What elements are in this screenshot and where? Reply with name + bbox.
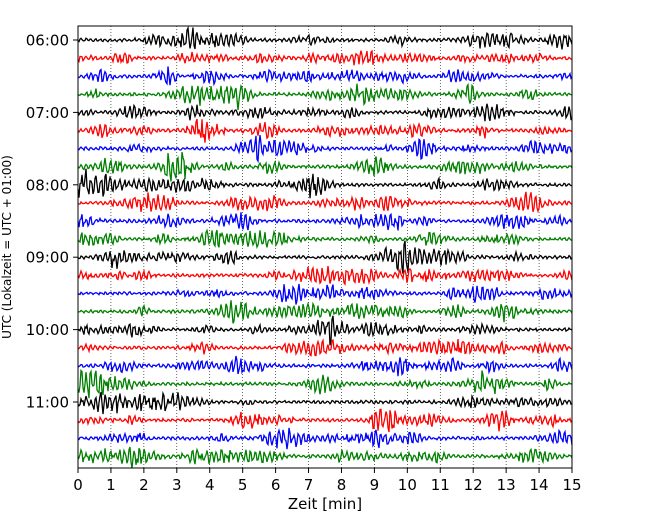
seismic-trace bbox=[77, 82, 573, 111]
seismic-trace bbox=[77, 25, 573, 50]
seismic-trace bbox=[77, 151, 573, 182]
seismic-trace bbox=[77, 283, 573, 305]
x-tick-label: 12 bbox=[464, 476, 483, 494]
vertical-grid bbox=[110, 26, 540, 468]
x-tick-label: 4 bbox=[205, 476, 215, 494]
seismic-trace bbox=[77, 355, 573, 377]
plot-frame bbox=[77, 25, 573, 469]
x-tick-label: 8 bbox=[337, 476, 347, 494]
seismic-trace bbox=[77, 135, 573, 164]
y-tick-label: 10:00 bbox=[26, 321, 69, 339]
y-axis-ticks: 06:00 07:00 08:00 09:00 10:00 11:00 bbox=[26, 32, 78, 412]
seismic-trace bbox=[77, 338, 573, 357]
x-tick-label: 3 bbox=[172, 476, 182, 494]
y-tick-label: 11:00 bbox=[26, 394, 69, 412]
seismic-trace bbox=[77, 408, 573, 433]
seismic-traces bbox=[77, 25, 573, 469]
x-tick-label: 2 bbox=[139, 476, 149, 494]
x-tick-label: 1 bbox=[106, 476, 116, 494]
seismic-trace bbox=[77, 315, 573, 346]
seismic-trace bbox=[77, 265, 573, 286]
seismic-trace bbox=[77, 191, 573, 214]
y-tick-label: 07:00 bbox=[26, 104, 69, 122]
seismic-trace bbox=[77, 118, 573, 143]
x-tick-label: 5 bbox=[238, 476, 248, 494]
seismic-trace bbox=[77, 300, 573, 324]
x-tick-label: 14 bbox=[530, 476, 549, 494]
seismic-trace bbox=[77, 427, 573, 450]
seismic-trace bbox=[77, 240, 573, 274]
x-tick-label: 0 bbox=[73, 476, 83, 494]
x-tick-label: 13 bbox=[497, 476, 516, 494]
y-tick-label: 09:00 bbox=[26, 249, 69, 267]
x-axis-ticks: 0 1 2 3 4 5 6 7 8 9 10 11 12 13 14 15 bbox=[73, 468, 582, 494]
seismic-trace bbox=[77, 49, 573, 66]
seismic-trace bbox=[77, 446, 573, 469]
seismic-trace bbox=[77, 103, 573, 122]
seismic-trace bbox=[77, 390, 573, 415]
y-axis-label: UTC (Lokalzeit = UTC + 01:00) bbox=[0, 155, 14, 339]
x-tick-label: 11 bbox=[431, 476, 450, 494]
y-tick-label: 06:00 bbox=[26, 32, 69, 50]
y-tick-label: 08:00 bbox=[26, 176, 69, 194]
x-tick-label: 6 bbox=[271, 476, 281, 494]
seismic-trace bbox=[77, 228, 573, 250]
x-tick-label: 7 bbox=[304, 476, 314, 494]
x-tick-label: 15 bbox=[562, 476, 581, 494]
seismic-trace bbox=[77, 212, 573, 231]
seismic-trace bbox=[77, 368, 573, 399]
x-tick-label: 10 bbox=[398, 476, 417, 494]
x-axis-label: Zeit [min] bbox=[288, 495, 362, 513]
seismic-trace bbox=[77, 168, 573, 199]
x-tick-label: 9 bbox=[370, 476, 380, 494]
seismic-trace bbox=[77, 66, 573, 87]
